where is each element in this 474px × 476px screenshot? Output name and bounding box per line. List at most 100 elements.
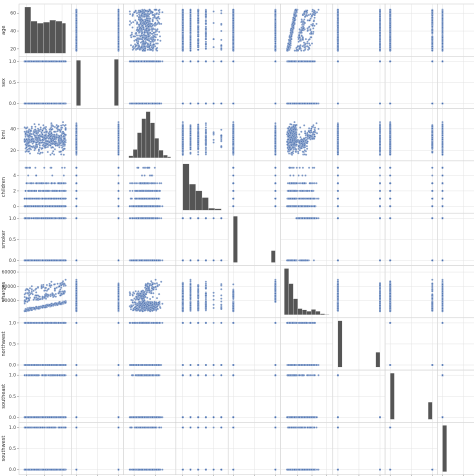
scatter-point <box>213 22 215 24</box>
scatter-point <box>182 9 184 11</box>
scatter-point <box>154 23 156 25</box>
scatter-point <box>182 19 184 21</box>
scatter-point <box>156 34 158 36</box>
scatter-point <box>147 24 149 26</box>
panel-age-vs-bmi <box>124 4 176 56</box>
scatter-point <box>190 23 192 25</box>
scatter-point <box>142 28 144 30</box>
scatter-point <box>205 11 207 13</box>
scatter-point <box>205 20 207 22</box>
scatter-point <box>146 32 148 34</box>
scatter-point <box>156 12 158 14</box>
scatter-point <box>142 36 144 38</box>
scatter-point <box>118 13 120 15</box>
scatter-point <box>197 46 199 48</box>
scatter-point <box>75 27 77 29</box>
scatter-point <box>182 27 184 29</box>
scatter-point <box>147 49 149 51</box>
scatter-point <box>130 22 132 24</box>
scatter-point <box>75 44 77 46</box>
scatter-point <box>155 48 157 50</box>
scatter-point <box>182 13 184 15</box>
scatter-point <box>190 11 192 13</box>
scatter-point <box>144 16 146 18</box>
scatter-point <box>182 17 184 19</box>
scatter-point <box>159 35 161 37</box>
scatter-point <box>190 18 192 20</box>
scatter-point <box>138 45 140 47</box>
scatter-point <box>75 19 77 21</box>
scatter-point <box>197 43 199 45</box>
scatter-point <box>154 39 156 41</box>
panel-age-vs-age <box>19 4 71 56</box>
scatter-point <box>132 21 134 23</box>
scatter-point <box>148 26 150 28</box>
scatter-point <box>133 11 135 13</box>
scatter-point <box>139 38 141 40</box>
histogram-bar <box>25 7 31 53</box>
scatter-point <box>197 44 199 46</box>
scatter-point <box>153 32 155 34</box>
scatter-point <box>118 36 120 38</box>
scatter-point <box>75 43 77 45</box>
scatter-point <box>140 19 142 21</box>
scatter-point <box>151 30 153 32</box>
scatter-point <box>142 41 144 43</box>
scatter-point <box>220 44 222 46</box>
scatter-point <box>131 34 133 36</box>
scatter-point <box>190 26 192 28</box>
scatter-point <box>150 38 152 40</box>
scatter-point <box>118 9 120 11</box>
scatter-point <box>157 39 159 41</box>
scatter-point <box>197 31 199 33</box>
scatter-point <box>158 13 160 15</box>
scatter-point <box>155 29 157 31</box>
scatter-point <box>144 32 146 34</box>
scatter-point <box>159 40 161 42</box>
scatter-point <box>205 41 207 43</box>
scatter-point <box>220 30 222 32</box>
scatter-point <box>142 27 144 29</box>
scatter-point <box>152 25 154 27</box>
scatter-point <box>144 45 146 47</box>
scatter-point <box>197 35 199 37</box>
scatter-point <box>190 38 192 40</box>
scatter-point <box>146 38 148 40</box>
scatter-point <box>205 38 207 40</box>
scatter-point <box>118 11 120 13</box>
scatter-point <box>130 44 132 46</box>
scatter-point <box>182 36 184 38</box>
scatter-point <box>118 15 120 17</box>
scatter-point <box>141 38 143 40</box>
scatter-point <box>205 48 207 50</box>
scatter-point <box>197 19 199 21</box>
scatter-point <box>190 50 192 52</box>
scatter-point <box>190 43 192 45</box>
histogram-bar <box>50 20 56 53</box>
scatter-point <box>154 34 156 36</box>
scatter-point <box>182 49 184 51</box>
scatter-point <box>190 32 192 34</box>
scatter-point <box>146 18 148 20</box>
scatter-point <box>182 25 184 27</box>
scatter-point <box>129 20 131 22</box>
scatter-point <box>220 12 222 14</box>
scatter-point <box>150 49 152 51</box>
scatter-point <box>132 27 134 29</box>
scatter-point <box>144 43 146 45</box>
scatter-point <box>138 13 140 15</box>
scatter-point <box>155 31 157 33</box>
histogram-bar <box>43 22 49 53</box>
panel-age-vs-smoker <box>228 4 280 56</box>
histogram-bar <box>37 23 43 53</box>
scatter-point <box>133 48 135 50</box>
scatter-point <box>75 36 77 38</box>
scatter-point <box>149 32 151 34</box>
scatter-point <box>118 25 120 27</box>
scatter-point <box>197 15 199 17</box>
scatter-point <box>190 16 192 18</box>
scatter-point <box>151 40 153 42</box>
scatter-point <box>75 40 77 42</box>
scatter-point <box>153 46 155 48</box>
